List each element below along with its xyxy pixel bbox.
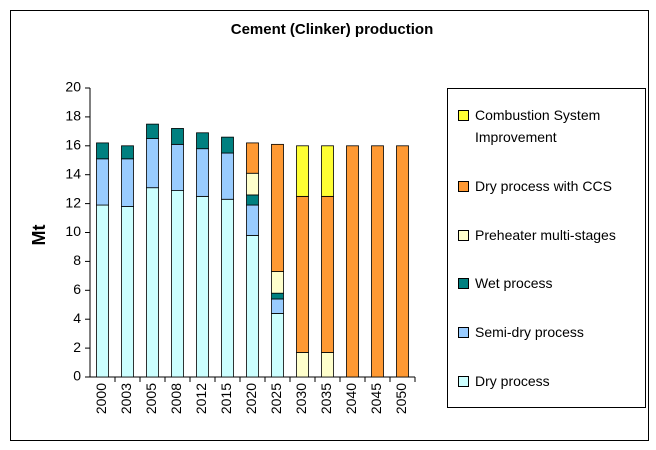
bar-segment [296,195,309,353]
legend-label: Combustion System Improvement [475,107,601,146]
y-tick-label: 16 [65,137,81,153]
legend-swatch [458,110,469,122]
y-tick-label: 2 [73,339,81,355]
bar-segment [221,198,234,378]
y-tick-label: 10 [65,223,81,239]
legend-swatch [458,278,469,290]
y-tick-label: 18 [65,108,81,124]
legend-label: Semi-dry process [475,323,584,340]
bar-segment [271,271,284,294]
bar-segment [321,145,334,197]
bar-segment [271,313,284,378]
x-tick-label: 2000 [93,383,109,414]
bar-segment [246,234,259,378]
x-tick-label: 2003 [118,383,134,414]
legend-label: Dry process [475,372,550,389]
bar-segment [146,187,159,378]
bar-segment [221,136,234,154]
legend-label: Dry process with CCS [475,177,612,194]
x-tick-label: 2020 [243,383,259,414]
legend-entry: Preheater multi-stages [448,224,645,246]
legend-entry: Dry process [448,370,645,392]
bar-segment [371,145,384,378]
bar-segment [321,352,334,378]
bar-segment [321,195,334,353]
legend-swatch [458,180,469,192]
bar-segment [96,204,109,378]
bar-segment [196,195,209,378]
legend-entry: Semi-dry process [448,321,645,343]
bar-segment [296,352,309,378]
y-tick-label: 14 [65,165,81,181]
x-tick-label: 2012 [193,383,209,414]
y-tick-label: 4 [73,310,81,326]
bar-segment [246,194,259,206]
x-tick-label: 2008 [168,383,184,414]
bar-segment [121,145,134,160]
bar-segment [196,148,209,197]
legend-swatch [458,326,469,338]
bar-segment [246,142,259,174]
bar-segment [196,132,209,150]
legend: Combustion System Improvement Dry process… [447,88,646,408]
y-tick-label: 20 [65,79,81,95]
bar-segment [171,190,184,378]
bar-segment [296,145,309,197]
chart-title: Cement (Clinker) production [231,21,434,38]
x-tick-label: 2015 [218,383,234,414]
bar-segment [146,138,159,189]
x-tick-label: 2040 [343,383,359,414]
x-tick-label: 2045 [368,383,384,414]
x-tick-label: 2035 [318,383,334,414]
bar-segment [396,145,409,378]
bar-segment [121,158,134,207]
bar-segment [221,152,234,200]
bar-segment [121,206,134,378]
y-tick-label: 0 [73,368,81,384]
bar-segment [271,143,284,272]
bar-segment [146,123,159,139]
x-tick-label: 2005 [143,383,159,414]
legend-swatch [458,229,469,241]
bar-segment [246,172,259,196]
legend-entry: Dry process with CCS [448,175,645,197]
bar-segment [96,142,109,160]
y-tick-label: 12 [65,194,81,210]
bar-segment [271,298,284,314]
legend-label: Preheater multi-stages [475,226,616,243]
bar-segment [271,292,284,300]
legend-entry: Wet process [448,272,645,294]
bar-segment [171,143,184,191]
bar-segment [346,145,359,378]
legend-swatch [458,375,469,387]
y-tick-label: 8 [73,252,81,268]
x-tick-label: 2025 [268,383,284,414]
x-tick-label: 2030 [293,383,309,414]
x-tick-label: 2050 [393,383,409,414]
bar-segment [171,128,184,145]
legend-label: Wet process [475,275,553,292]
bar-segment [96,158,109,206]
bar-segment [246,204,259,236]
y-axis-label: Mt [29,225,49,246]
y-tick-label: 6 [73,281,81,297]
legend-entry: Combustion System Improvement [448,104,645,148]
